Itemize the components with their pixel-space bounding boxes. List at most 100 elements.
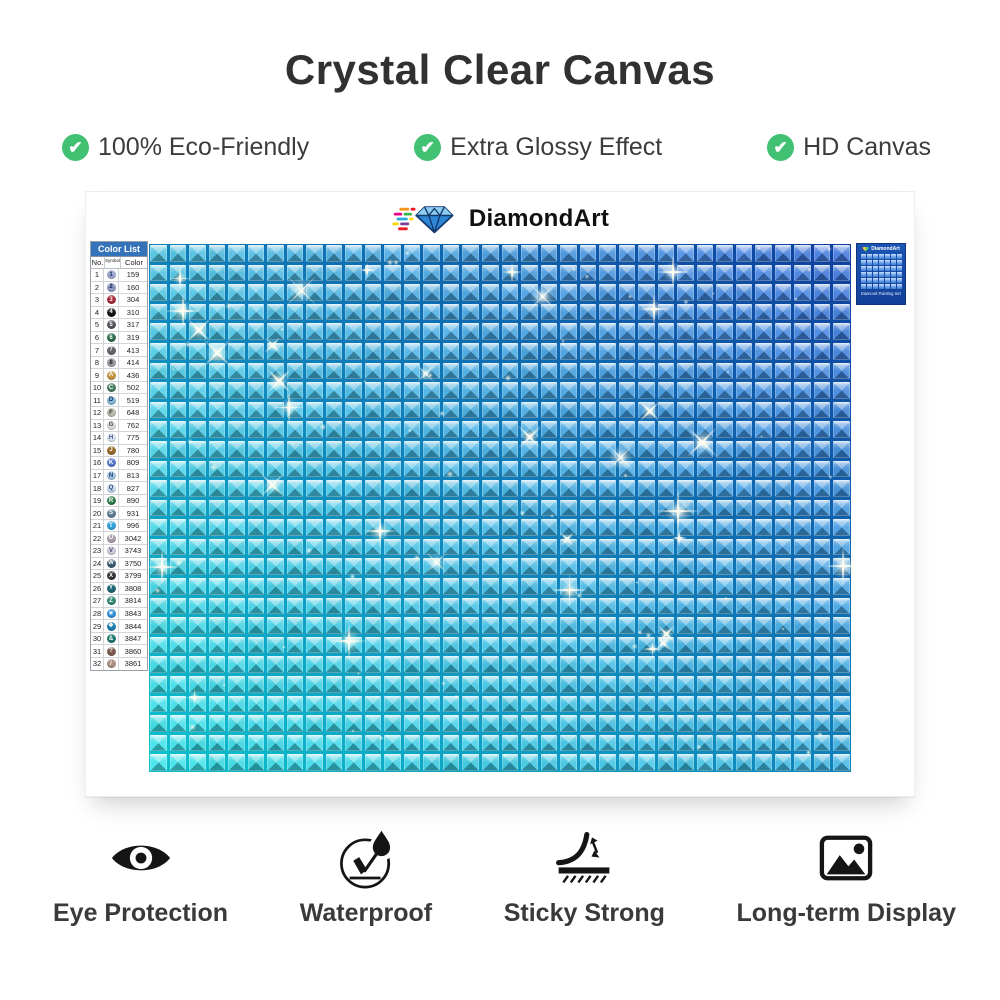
diamond-tile [599, 695, 616, 713]
diamond-tile [755, 245, 772, 262]
mini-card-tile [866, 278, 872, 283]
diamond-tile [169, 342, 187, 360]
diamond-tile [345, 558, 362, 576]
diamond-tile [560, 284, 577, 301]
diamond-tile [774, 480, 792, 497]
diamond-tile [657, 519, 675, 536]
diamond-tile [286, 617, 304, 634]
diamond-tile [813, 558, 831, 576]
diamond-tile [813, 245, 831, 262]
diamond-tile [462, 460, 479, 478]
diamond-tile [638, 460, 655, 478]
diamond-tile [755, 499, 772, 517]
diamond-tile [560, 245, 577, 262]
diamond-tile [189, 715, 206, 732]
diamond-tile [189, 519, 206, 536]
diamond-tile [579, 480, 597, 497]
diamond-tile [286, 578, 304, 595]
diamond-tile [384, 303, 401, 321]
diamond-tile [813, 676, 831, 693]
diamond-tile [677, 303, 694, 321]
diamond-tile [462, 578, 479, 595]
mini-card-tile [872, 278, 878, 283]
diamond-tile [403, 421, 421, 438]
diamond-tile [774, 676, 792, 693]
diamond-tile [501, 460, 519, 478]
diamond-tile [384, 440, 401, 458]
mini-card-tile [890, 272, 896, 277]
diamond-tile [677, 519, 694, 536]
diamond-tile [384, 499, 401, 517]
diamond-tile [677, 440, 694, 458]
diamond-tile [735, 636, 753, 654]
diamond-tile [286, 460, 304, 478]
diamond-tile [189, 342, 206, 360]
diamond-tile [442, 636, 460, 654]
diamond-tile [735, 480, 753, 497]
diamond-tile [716, 597, 733, 615]
diamond-tile [813, 342, 831, 360]
diamond-tile [481, 401, 499, 419]
diamond-tile [521, 519, 538, 536]
diamond-tile [208, 558, 226, 576]
diamond-tile [716, 323, 733, 340]
diamond-tile [403, 480, 421, 497]
diamond-tile [189, 538, 206, 556]
diamond-tile [364, 303, 382, 321]
feature-hd-canvas: ✔ HD Canvas [767, 133, 931, 162]
diamond-tile [501, 362, 519, 380]
diamond-tile [364, 538, 382, 556]
diamond-tile [208, 342, 226, 360]
diamond-tile [423, 538, 440, 556]
mini-card-tile [896, 284, 902, 289]
diamond-tile [501, 656, 519, 674]
diamond-tile [423, 715, 440, 732]
diamond-tile [423, 636, 440, 654]
diamond-tile [657, 382, 675, 399]
diamond-tile [423, 519, 440, 536]
mini-card-tile [878, 272, 884, 277]
diamond-tile [755, 362, 772, 380]
diamond-tile [579, 695, 597, 713]
diamond-tile [403, 264, 421, 282]
diamond-tile [696, 382, 714, 399]
diamond-tile [384, 323, 401, 340]
diamond-tile [579, 617, 597, 634]
diamond-tile [208, 264, 226, 282]
diamond-tile [579, 578, 597, 595]
diamond-tile [345, 421, 362, 438]
feature-label: Extra Glossy Effect [450, 133, 663, 161]
diamond-tile [267, 754, 284, 771]
diamond-tile [696, 460, 714, 478]
mini-card-tile [866, 284, 872, 289]
diamond-tile [618, 421, 636, 438]
diamond-tile [267, 636, 284, 654]
diamond-tile [189, 440, 206, 458]
diamond-tile [677, 323, 694, 340]
diamond-tile [325, 578, 343, 595]
diamond-tile [169, 636, 187, 654]
diamond-tile [286, 323, 304, 340]
diamond-tile [579, 597, 597, 615]
diamond-tile [735, 264, 753, 282]
diamond-tile [638, 303, 655, 321]
diamond-tile [794, 519, 811, 536]
diamond-tile [325, 636, 343, 654]
diamond-tile [579, 538, 597, 556]
diamond-tile [657, 245, 675, 262]
diamond-tile [735, 323, 753, 340]
diamond-tile [696, 636, 714, 654]
diamond-tile [657, 617, 675, 634]
diamond-tile [579, 636, 597, 654]
diamond-tile [579, 754, 597, 771]
diamond-tile [755, 421, 772, 438]
diamond-tile [208, 401, 226, 419]
diamond-tile [384, 382, 401, 399]
feature-label: HD Canvas [803, 133, 931, 161]
diamond-tile [813, 421, 831, 438]
mini-card-tile [896, 266, 902, 271]
diamond-tile [735, 538, 753, 556]
diamond-tile [716, 754, 733, 771]
diamond-tile [267, 656, 284, 674]
diamond-tile [521, 323, 538, 340]
